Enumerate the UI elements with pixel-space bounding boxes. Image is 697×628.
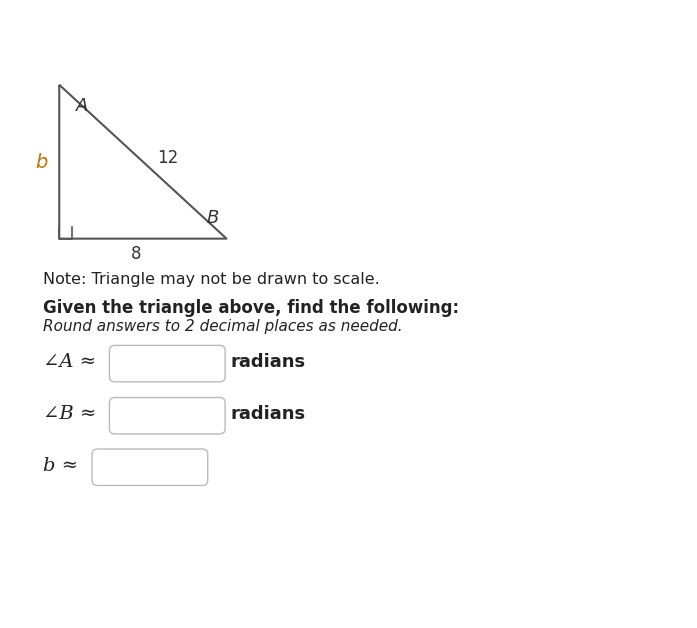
Text: Note: Triangle may not be drawn to scale.: Note: Triangle may not be drawn to scale… — [43, 272, 380, 287]
Text: b ≈: b ≈ — [43, 457, 78, 475]
FancyBboxPatch shape — [109, 398, 225, 434]
FancyBboxPatch shape — [92, 449, 208, 485]
Text: Round answers to 2 decimal places as needed.: Round answers to 2 decimal places as nee… — [43, 319, 403, 334]
Text: $b$: $b$ — [35, 153, 49, 171]
Text: $A$: $A$ — [75, 97, 89, 116]
Text: ∠B ≈: ∠B ≈ — [43, 406, 97, 423]
Text: radians: radians — [230, 354, 305, 371]
Text: ∠A ≈: ∠A ≈ — [43, 354, 96, 371]
FancyBboxPatch shape — [109, 345, 225, 382]
Text: radians: radians — [230, 406, 305, 423]
Text: 12: 12 — [157, 149, 178, 167]
Text: Given the triangle above, find the following:: Given the triangle above, find the follo… — [43, 299, 459, 317]
Text: 8: 8 — [130, 246, 141, 263]
Text: $B$: $B$ — [206, 209, 219, 227]
